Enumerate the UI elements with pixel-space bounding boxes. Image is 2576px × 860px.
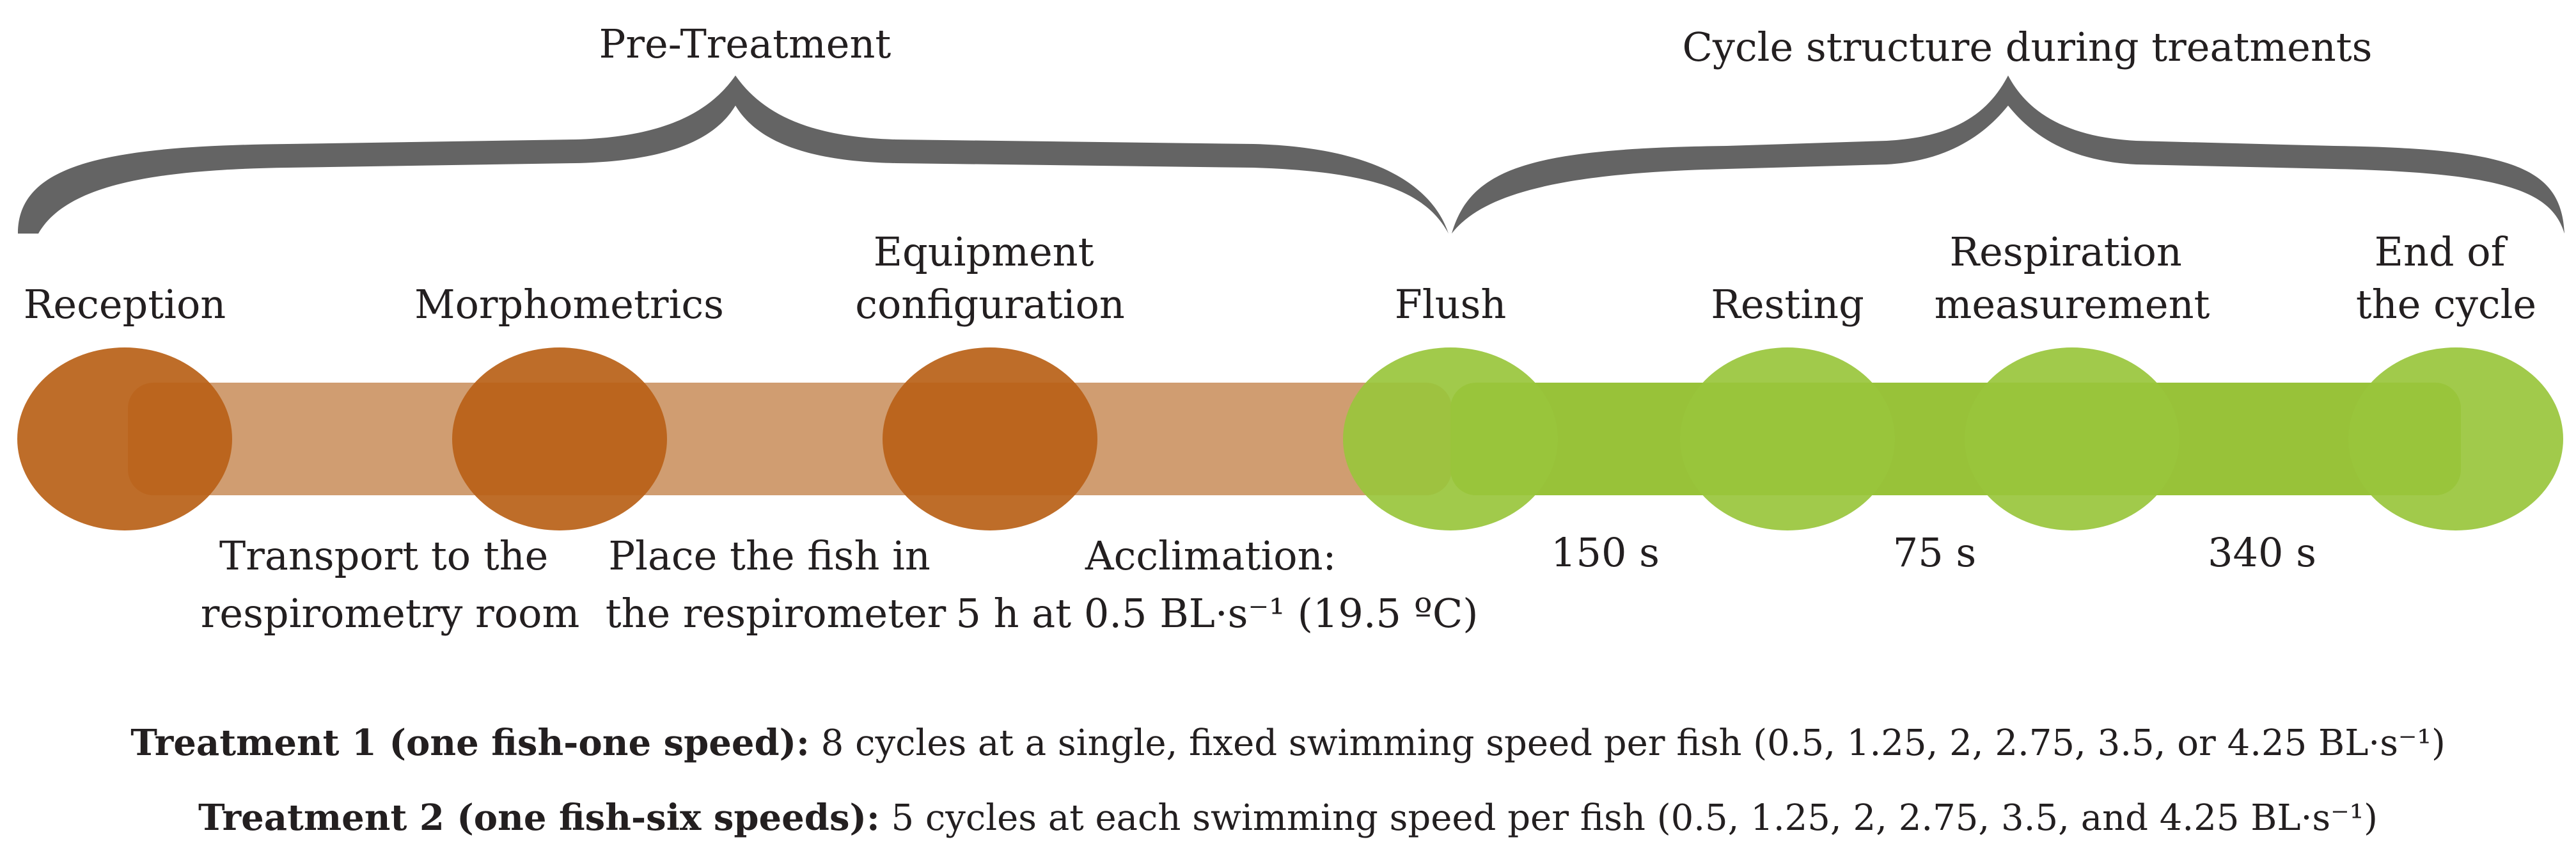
equipment-label-line-2: configuration — [855, 281, 1125, 328]
reception-label: Reception — [24, 281, 226, 328]
respiration-label-line-1: Respiration — [1949, 228, 2181, 275]
cycle-brace — [1452, 76, 2564, 234]
transport-label-line-2: respirometry room — [201, 590, 579, 637]
acclimation-label: Acclimation: 5 h at 0.5 BL·s⁻¹ (19.5 ºC) — [956, 532, 1479, 637]
pre-treatment-header: Pre-Treatment — [599, 20, 891, 67]
equipment-configuration-node — [883, 347, 1097, 530]
treatment-2-description: Treatment 2 (one fish-six speeds): 5 cyc… — [198, 797, 2378, 839]
respiration-measurement-label: Respiration measurement — [1935, 228, 2210, 328]
duration-flush-resting: 150 s — [1551, 529, 1660, 576]
resting-label-line: Resting — [1711, 281, 1864, 328]
morphometrics-label-line: Morphometrics — [414, 281, 724, 328]
treatment-1-text: 8 cycles at a single, fixed swimming spe… — [810, 722, 2446, 764]
end-of-cycle-node — [2348, 347, 2563, 530]
equipment-configuration-label: Equipment configuration — [855, 228, 1125, 328]
pre-treatment-brace — [18, 76, 1449, 234]
place-fish-label: Place the fish in the respirometer — [606, 532, 946, 637]
duration-respiration-end: 340 s — [2208, 529, 2316, 576]
end-of-cycle-label-line-1: End of — [2375, 228, 2508, 275]
reception-node — [17, 347, 232, 530]
treatment-2-text: 5 cycles at each swimming speed per fish… — [880, 797, 2378, 839]
transport-label-line-1: Transport to the — [219, 532, 548, 579]
morphometrics-node — [452, 347, 667, 530]
acclimation-label-line-2: 5 h at 0.5 BL·s⁻¹ (19.5 ºC) — [956, 590, 1479, 637]
treatment-2-name: Treatment 2 (one fish-six speeds): — [198, 797, 880, 839]
acclimation-label-line-1: Acclimation: — [1085, 532, 1337, 579]
transport-label: Transport to the respirometry room — [201, 532, 579, 637]
duration-resting-respiration: 75 s — [1893, 529, 1976, 576]
respiration-label-line-2: measurement — [1935, 281, 2210, 328]
end-of-cycle-label-line-2: the cycle — [2356, 281, 2536, 328]
end-of-cycle-label: End of the cycle — [2356, 228, 2536, 328]
resting-label: Resting — [1711, 281, 1864, 328]
resting-node — [1680, 347, 1895, 530]
flush-label: Flush — [1395, 281, 1507, 328]
cycle-bar — [1450, 383, 2461, 495]
place-fish-label-line-2: the respirometer — [606, 590, 946, 637]
treatment-1-description: Treatment 1 (one fish-one speed): 8 cycl… — [130, 722, 2446, 764]
flush-label-line: Flush — [1395, 281, 1507, 328]
respiration-measurement-node — [1965, 347, 2179, 530]
flush-node — [1343, 347, 1558, 530]
treatment-1-name: Treatment 1 (one fish-one speed): — [130, 722, 810, 764]
equipment-label-line-1: Equipment — [874, 228, 1094, 275]
place-fish-label-line-1: Place the fish in — [608, 532, 930, 579]
cycle-structure-header: Cycle structure during treatments — [1682, 24, 2372, 70]
morphometrics-label: Morphometrics — [414, 281, 724, 328]
reception-label-line: Reception — [24, 281, 226, 328]
pre-treatment-bar — [128, 383, 1452, 495]
